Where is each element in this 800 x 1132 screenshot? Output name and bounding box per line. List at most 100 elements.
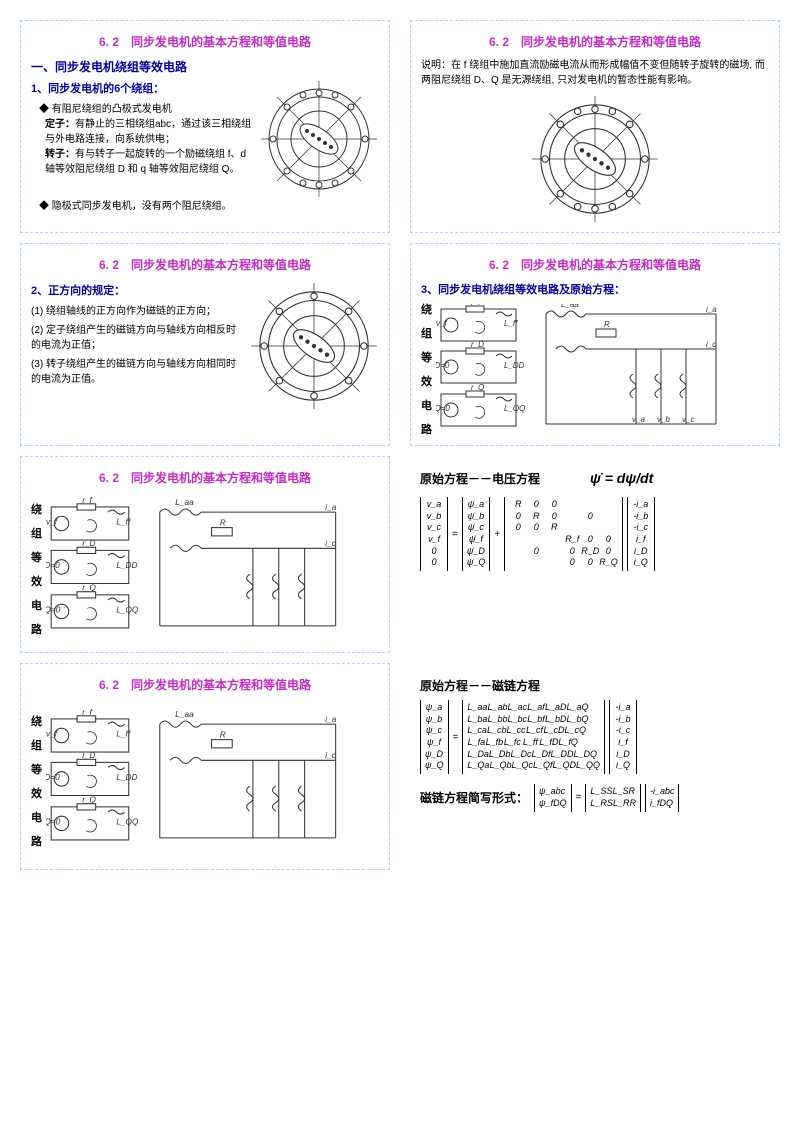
svg-text:L_QQ: L_QQ [504, 404, 525, 413]
stator-label: 定子： [45, 119, 75, 130]
cell4-line1: 3、同步发电机绕组等效电路及原始方程： [421, 281, 769, 297]
svg-text:v_b: v_b [657, 415, 670, 424]
flux-matrix: ψ_aψ_bψ_cψ_fψ_Dψ_Q = L_aaL_abL_acL_afL_a… [420, 700, 770, 774]
cell8-title2: 磁链方程简写形式： [420, 789, 528, 806]
sl: 绕 [31, 713, 42, 729]
sl: 路 [31, 621, 42, 637]
svg-text:v_Q=0: v_Q=0 [46, 605, 61, 614]
cell1-b1: ◆ 有阻尼绕组的凸极式发电机 [39, 102, 253, 117]
svg-text:r_f: r_f [82, 496, 93, 505]
sl: 绕 [421, 301, 432, 317]
sl: 组 [31, 737, 42, 753]
voltage-matrix: v_av_bv_cv_f00 = ψ̇_aψ̇_bψ̇_cψ̇_fψ̇_Dψ̇_… [420, 497, 770, 571]
cell1-b2: ◆ 隐极式同步发电机，没有两个阻尼绕组。 [39, 199, 379, 214]
cell-5: 6. 2 同步发电机的基本方程和等值电路 绕 组 等 效 电 路 [20, 456, 390, 653]
svg-text:L_ff: L_ff [116, 518, 131, 527]
sl: 组 [421, 325, 432, 341]
svg-text:r_Q: r_Q [471, 383, 484, 392]
svg-text:i_a: i_a [325, 715, 336, 724]
svg-text:L_DD: L_DD [504, 361, 525, 370]
svg-text:L_ff: L_ff [504, 319, 518, 328]
section-title-3: 6. 2 同步发电机的基本方程和等值电路 [31, 256, 379, 273]
svg-text:i_c: i_c [706, 340, 716, 349]
cell-3: 6. 2 同步发电机的基本方程和等值电路 2、正方向的规定： (1) 绕组轴线的… [20, 243, 390, 446]
sl: 电 [421, 397, 432, 413]
cell1-text: 1、同步发电机的6个绕组： ◆ 有阻尼绕组的凸极式发电机 定子：有静止的三相绕组… [31, 79, 253, 177]
svg-text:i_a: i_a [706, 305, 717, 314]
cell3-p3: (3) 转子绕组产生的磁链方向与轴线方向相同时的电流为正值。 [31, 357, 243, 387]
sl: 电 [31, 597, 42, 613]
svg-text:r_Q: r_Q [82, 796, 96, 805]
svg-text:v_a: v_a [632, 415, 645, 424]
svg-text:r_f: r_f [82, 708, 93, 717]
sl: 等 [31, 761, 42, 777]
cell3-p2: (2) 定子绕组产生的磁链方向与轴线方向相反时的电流为正值； [31, 323, 243, 353]
side-label-4: 绕 组 等 效 电 路 [421, 301, 432, 437]
svg-text:L_QQ: L_QQ [116, 605, 139, 614]
svg-text:v_f: v_f [46, 518, 59, 527]
svg-text:r_f: r_f [471, 304, 481, 307]
rotor-diagram-1 [259, 79, 379, 199]
svg-text:R: R [220, 519, 226, 528]
side-label-7: 绕 组 等 效 电 路 [31, 713, 42, 849]
svg-text:v_c: v_c [682, 415, 694, 424]
cell-8: 原始方程－－磁链方程 ψ_aψ_bψ_cψ_fψ_Dψ_Q = L_aaL_ab… [410, 663, 780, 870]
cell-7: 6. 2 同步发电机的基本方程和等值电路 绕 组 等 效 电 路 [20, 663, 390, 870]
svg-text:R: R [220, 731, 226, 740]
cell-1: 6. 2 同步发电机的基本方程和等值电路 一、同步发电机绕组等效电路 1、同步发… [20, 20, 390, 233]
svg-text:R: R [604, 320, 610, 329]
section-title-2: 6. 2 同步发电机的基本方程和等值电路 [421, 33, 769, 50]
section-title: 6. 2 同步发电机的基本方程和等值电路 [31, 33, 379, 50]
svg-text:r_Q: r_Q [82, 584, 96, 593]
svg-text:L_aa: L_aa [175, 710, 194, 719]
circuit-diagram-4: L_ff L_DD L_QQ r_f r_D r_Q v_f v_D=0 v_Q=0 L_a… [436, 304, 726, 434]
cell3-p1: (1) 绕组轴线的正方向作为磁链的正方向； [31, 304, 243, 319]
page-grid: 6. 2 同步发电机的基本方程和等值电路 一、同步发电机绕组等效电路 1、同步发… [20, 20, 780, 870]
svg-text:L_QQ: L_QQ [116, 817, 139, 826]
cell1-line1: 1、同步发电机的6个绕组： [31, 81, 253, 98]
svg-text:i_c: i_c [325, 539, 336, 548]
cell6-title: 原始方程－－电压方程 [420, 470, 540, 487]
cell3-line1: 2、正方向的规定： [31, 283, 243, 300]
svg-text:L_DD: L_DD [116, 561, 137, 570]
svg-text:v_f: v_f [46, 730, 59, 739]
cell2-text: 说明：在 f 绕组中施加直流励磁电流从而形成幅值不变但随转子旋转的磁场, 而两阻… [421, 58, 769, 88]
svg-text:v_D=0: v_D=0 [46, 561, 60, 570]
cell1-heading: 一、同步发电机绕组等效电路 [31, 58, 379, 75]
circuit-diagram-7: L_ff L_DD L_QQ r_f r_D r_Q v_f v_D=0 v_Q=0 L_a… [46, 701, 346, 861]
svg-text:L_aa: L_aa [175, 498, 194, 507]
rotor-diagram-2 [421, 94, 769, 224]
svg-text:r_D: r_D [82, 751, 95, 760]
cell-2: 6. 2 同步发电机的基本方程和等值电路 说明：在 f 绕组中施加直流励磁电流从… [410, 20, 780, 233]
flux-block-matrix: ψ_abcψ_fDQ = L_SSL_SRL_RSL_RR -i_abci_fD… [534, 784, 679, 811]
stator-text: 有静止的三相绕组abc，通过该三相绕组与外电路连接，向系统供电； [45, 119, 251, 145]
rotor-text: 有与转子一起旋转的一个励磁绕组 f、d 轴等效阻尼绕组 D 和 q 轴等效阻尼绕… [45, 149, 246, 175]
sl: 路 [31, 833, 42, 849]
sl: 路 [421, 421, 432, 437]
svg-text:r_D: r_D [471, 340, 484, 349]
sl: 等 [31, 549, 42, 565]
cell-4: 6. 2 同步发电机的基本方程和等值电路 3、同步发电机绕组等效电路及原始方程：… [410, 243, 780, 446]
svg-text:v_Q=0: v_Q=0 [46, 817, 61, 826]
side-label-5: 绕 组 等 效 电 路 [31, 501, 42, 637]
rotor-label: 转子： [45, 149, 75, 160]
svg-text:v_D=0: v_D=0 [46, 773, 60, 782]
svg-text:i_a: i_a [325, 503, 336, 512]
sl: 组 [31, 525, 42, 541]
svg-text:v_f: v_f [436, 319, 447, 328]
svg-text:r_D: r_D [82, 539, 95, 548]
svg-text:L_ff: L_ff [116, 730, 131, 739]
svg-text:v_Q=0: v_Q=0 [436, 404, 450, 413]
section-title-7: 6. 2 同步发电机的基本方程和等值电路 [31, 676, 379, 693]
sl: 效 [31, 573, 42, 589]
rotor-diagram-3 [249, 281, 379, 411]
svg-text:v_D=0: v_D=0 [436, 361, 450, 370]
svg-text:i_c: i_c [325, 751, 336, 760]
cell-6: 原始方程－－电压方程 ψ̇ = dψ/dt v_av_bv_cv_f00 = ψ… [410, 456, 780, 653]
sl: 效 [421, 373, 432, 389]
cell8-title1: 原始方程－－磁链方程 [420, 677, 770, 694]
svg-text:L_aa: L_aa [561, 304, 579, 309]
section-title-4: 6. 2 同步发电机的基本方程和等值电路 [421, 256, 769, 273]
cell3-text: 2、正方向的规定： (1) 绕组轴线的正方向作为磁链的正方向； (2) 定子绕组… [31, 281, 243, 391]
svg-text:L_DD: L_DD [116, 773, 137, 782]
